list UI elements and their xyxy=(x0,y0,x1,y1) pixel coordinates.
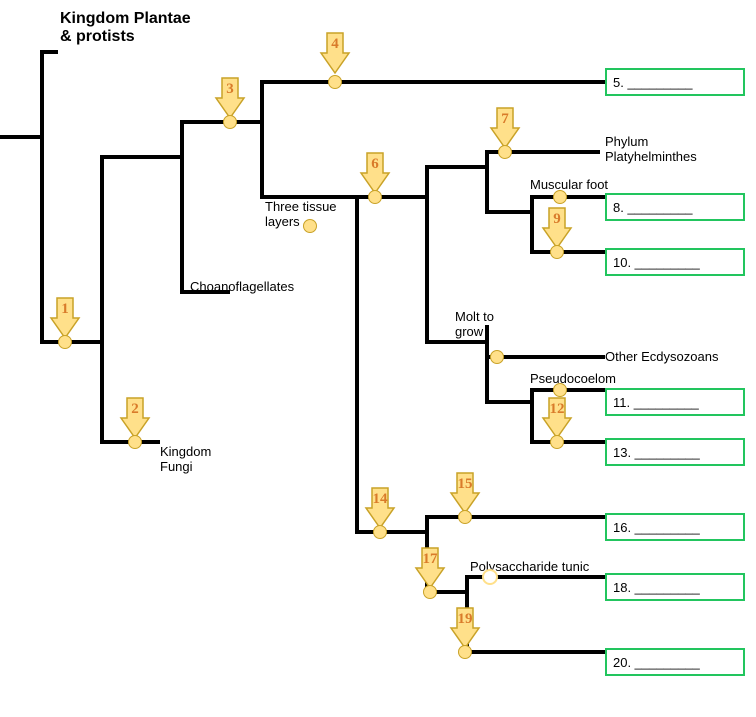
label-text: Molt to xyxy=(455,309,494,324)
label-kingdom-fungi: KingdomFungi xyxy=(160,445,211,475)
answer-box-b8[interactable]: 8. _________ xyxy=(605,193,745,221)
branch-horizontal xyxy=(0,135,40,139)
branch-horizontal xyxy=(260,80,605,84)
branch-horizontal xyxy=(530,195,605,199)
arrow-number: 12 xyxy=(541,401,573,418)
node-arrow-19: 19 xyxy=(449,606,481,650)
answer-box-b11[interactable]: 11. _________ xyxy=(605,388,745,416)
arrow-number: 15 xyxy=(449,476,481,493)
node-arrow-6: 6 xyxy=(359,151,391,195)
node-dot xyxy=(553,383,567,397)
branch-horizontal xyxy=(485,210,530,214)
label-phylum-platy: PhylumPlatyhelminthes xyxy=(605,135,697,165)
branch-vertical xyxy=(485,150,489,214)
answer-box-b10[interactable]: 10. _________ xyxy=(605,248,745,276)
node-dot xyxy=(482,569,498,585)
branch-horizontal xyxy=(530,388,605,392)
arrow-number: 9 xyxy=(541,211,573,228)
branch-vertical xyxy=(40,50,44,344)
label-muscular-foot: Muscular foot xyxy=(530,178,608,193)
branch-horizontal xyxy=(425,515,605,519)
arrow-number: 19 xyxy=(449,611,481,628)
answer-box-b5[interactable]: 5. _________ xyxy=(605,68,745,96)
node-dot xyxy=(373,525,387,539)
title-line1: Kingdom Plantae xyxy=(60,10,191,27)
branch-horizontal xyxy=(355,530,425,534)
node-dot xyxy=(458,510,472,524)
answer-box-b20[interactable]: 20. _________ xyxy=(605,648,745,676)
arrow-number: 6 xyxy=(359,156,391,173)
label-text: Phylum xyxy=(605,134,648,149)
node-dot xyxy=(550,435,564,449)
label-other-ecdy: Other Ecdysozoans xyxy=(605,350,718,365)
node-arrow-9: 9 xyxy=(541,206,573,250)
label-text: Fungi xyxy=(160,459,193,474)
label-text: Other Ecdysozoans xyxy=(605,349,718,364)
branch-vertical xyxy=(530,195,534,254)
arrow-number: 4 xyxy=(319,36,351,53)
node-dot xyxy=(553,190,567,204)
node-arrow-15: 15 xyxy=(449,471,481,515)
branch-horizontal xyxy=(425,165,485,169)
branch-vertical xyxy=(530,388,534,444)
arrow-number: 2 xyxy=(119,401,151,418)
label-text: layers xyxy=(265,214,300,229)
branch-vertical xyxy=(425,165,429,344)
branch-horizontal xyxy=(180,120,260,124)
arrow-number: 7 xyxy=(489,111,521,128)
branch-horizontal xyxy=(465,650,605,654)
label-choanoflagellates: Choanoflagellates xyxy=(190,280,294,295)
node-arrow-2: 2 xyxy=(119,396,151,440)
node-dot xyxy=(498,145,512,159)
branch-horizontal xyxy=(530,250,605,254)
branch-horizontal xyxy=(485,400,530,404)
label-text: Pseudocoelom xyxy=(530,371,616,386)
node-arrow-4: 4 xyxy=(319,31,351,75)
node-dot xyxy=(490,350,504,364)
arrow-number: 17 xyxy=(414,551,446,568)
arrow-number: 1 xyxy=(49,301,81,318)
title-line2: & protists xyxy=(60,28,135,45)
arrow-number: 3 xyxy=(214,81,246,98)
node-dot xyxy=(328,75,342,89)
branch-vertical xyxy=(180,120,184,294)
node-arrow-3: 3 xyxy=(214,76,246,120)
label-molt: Molt togrow xyxy=(455,310,494,340)
arrow-number: 14 xyxy=(364,491,396,508)
tree-title: Kingdom Plantae& protists xyxy=(60,10,191,47)
answer-box-b18[interactable]: 18. _________ xyxy=(605,573,745,601)
branch-horizontal xyxy=(425,340,485,344)
node-dot xyxy=(223,115,237,129)
node-arrow-7: 7 xyxy=(489,106,521,150)
node-arrow-1: 1 xyxy=(49,296,81,340)
node-arrow-17: 17 xyxy=(414,546,446,590)
branch-horizontal xyxy=(530,440,605,444)
branch-vertical xyxy=(260,80,264,199)
node-arrow-12: 12 xyxy=(541,396,573,440)
answer-box-b16[interactable]: 16. _________ xyxy=(605,513,745,541)
node-dot xyxy=(128,435,142,449)
branch-vertical xyxy=(355,195,359,534)
label-text: Muscular foot xyxy=(530,177,608,192)
branch-horizontal xyxy=(100,155,180,159)
label-pseudocoelom: Pseudocoelom xyxy=(530,372,616,387)
node-dot xyxy=(458,645,472,659)
node-dot xyxy=(303,219,317,233)
label-three-tissue: Three tissuelayers xyxy=(265,200,337,230)
answer-box-b13[interactable]: 13. _________ xyxy=(605,438,745,466)
node-dot xyxy=(58,335,72,349)
label-text: Choanoflagellates xyxy=(190,279,294,294)
node-arrow-14: 14 xyxy=(364,486,396,530)
node-dot xyxy=(423,585,437,599)
label-text: Platyhelminthes xyxy=(605,149,697,164)
label-text: Kingdom xyxy=(160,444,211,459)
node-dot xyxy=(368,190,382,204)
node-dot xyxy=(550,245,564,259)
label-text: grow xyxy=(455,324,483,339)
branch-vertical xyxy=(100,155,104,444)
label-text: Three tissue xyxy=(265,199,337,214)
